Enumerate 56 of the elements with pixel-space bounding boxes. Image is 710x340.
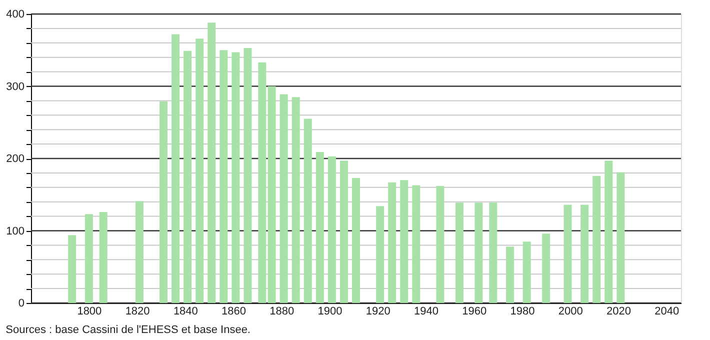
bar — [455, 202, 464, 303]
bar — [388, 182, 396, 303]
x-tick-label: 1860 — [222, 306, 246, 318]
x-tick-label: 1880 — [270, 306, 294, 318]
y-tick-label: 100 — [6, 225, 24, 238]
x-tick-label: 2000 — [558, 306, 583, 318]
bar — [316, 152, 324, 303]
y-tick-label: 0 — [18, 298, 24, 310]
bar — [564, 204, 572, 303]
x-tick-label: 1960 — [462, 306, 487, 318]
bar — [208, 22, 216, 303]
bar — [135, 201, 144, 303]
bar — [580, 204, 589, 303]
bar — [412, 185, 420, 303]
y-tick-label: 400 — [6, 8, 24, 20]
bar — [352, 178, 360, 303]
bar — [99, 212, 108, 303]
x-tick-label: 1980 — [510, 306, 535, 318]
bar — [340, 160, 348, 303]
x-tick-label: 1800 — [77, 306, 102, 318]
bar — [184, 50, 192, 303]
bar — [244, 48, 252, 303]
x-tick-label: 2020 — [606, 306, 631, 318]
bar — [84, 214, 93, 303]
bar — [436, 186, 444, 303]
bar — [280, 94, 288, 303]
y-tick-label: 200 — [6, 153, 24, 165]
x-tick-label: 1920 — [366, 306, 390, 318]
bar — [220, 50, 228, 303]
bar — [474, 202, 483, 303]
bar — [592, 176, 601, 303]
x-tick-label: 1900 — [318, 306, 342, 318]
bar — [268, 86, 276, 303]
x-tick-label: 1940 — [414, 306, 439, 318]
x-tick-label: 2040 — [654, 306, 680, 318]
bar — [196, 38, 204, 303]
x-tick-label: 1840 — [173, 306, 198, 318]
y-tick-label: 300 — [6, 80, 24, 93]
bar — [258, 62, 266, 303]
bar — [376, 206, 384, 303]
bar — [604, 160, 613, 303]
bar — [522, 242, 531, 303]
bar — [616, 172, 625, 303]
bar — [400, 180, 408, 303]
bar — [68, 235, 76, 303]
bar — [292, 97, 300, 303]
bar — [160, 101, 168, 303]
bar — [489, 202, 498, 303]
bar — [304, 118, 312, 303]
bar — [328, 156, 336, 303]
x-tick-label: 1820 — [125, 306, 150, 318]
source-note: Sources : base Cassini de l'EHESS et base Insee. — [6, 324, 250, 336]
bar — [542, 234, 550, 303]
bar — [172, 34, 180, 303]
bar — [506, 246, 514, 303]
bar — [232, 52, 240, 303]
